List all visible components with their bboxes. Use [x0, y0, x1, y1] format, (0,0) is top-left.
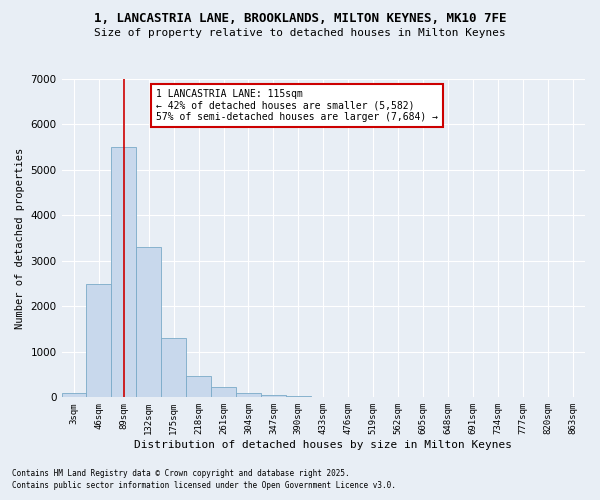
Bar: [112, 147, 136, 398]
Text: Contains HM Land Registry data © Crown copyright and database right 2025.: Contains HM Land Registry data © Crown c…: [12, 468, 350, 477]
Bar: [62, 393, 86, 398]
Bar: [136, 248, 161, 398]
Bar: [236, 393, 261, 398]
Bar: [211, 388, 236, 398]
Bar: [86, 284, 112, 398]
Text: 1, LANCASTRIA LANE, BROOKLANDS, MILTON KEYNES, MK10 7FE: 1, LANCASTRIA LANE, BROOKLANDS, MILTON K…: [94, 12, 506, 26]
Text: Contains public sector information licensed under the Open Government Licence v3: Contains public sector information licen…: [12, 481, 396, 490]
Bar: [261, 395, 286, 398]
Y-axis label: Number of detached properties: Number of detached properties: [15, 148, 25, 329]
X-axis label: Distribution of detached houses by size in Milton Keynes: Distribution of detached houses by size …: [134, 440, 512, 450]
Bar: [161, 338, 186, 398]
Bar: [286, 396, 311, 398]
Bar: [186, 376, 211, 398]
Text: 1 LANCASTRIA LANE: 115sqm
← 42% of detached houses are smaller (5,582)
57% of se: 1 LANCASTRIA LANE: 115sqm ← 42% of detac…: [156, 88, 438, 122]
Text: Size of property relative to detached houses in Milton Keynes: Size of property relative to detached ho…: [94, 28, 506, 38]
